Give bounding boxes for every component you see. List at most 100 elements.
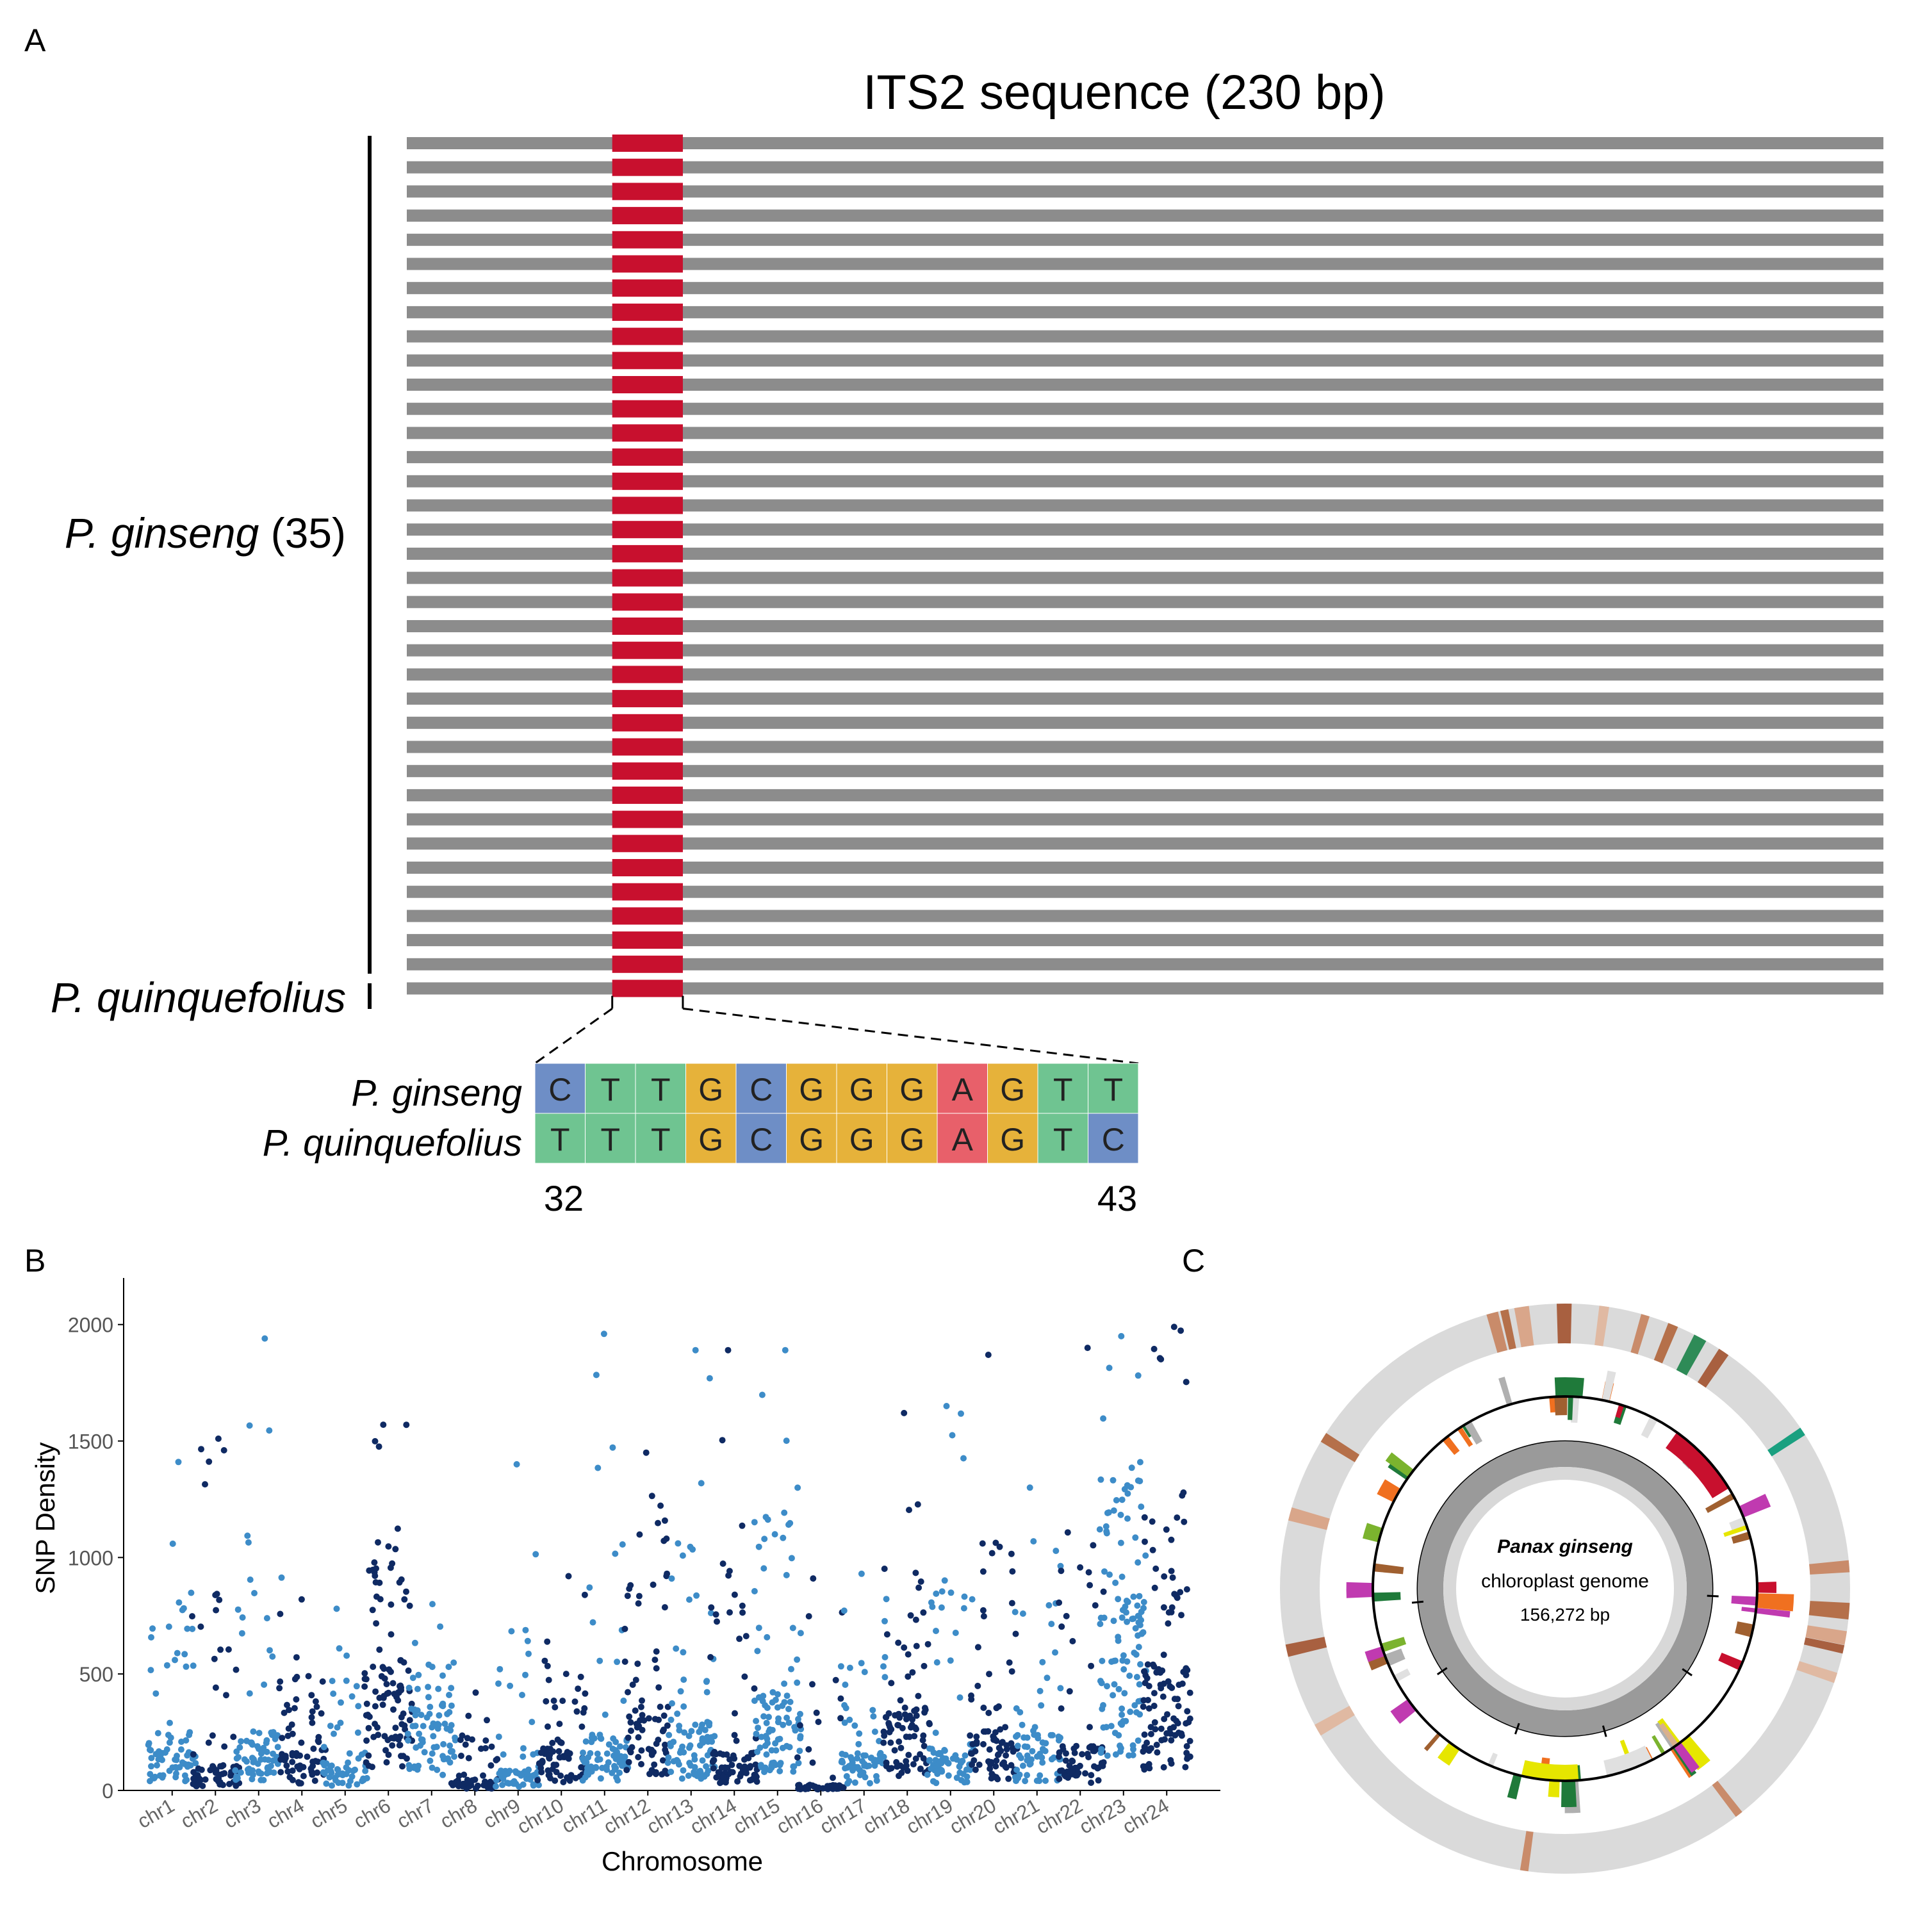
- snp-point: [754, 1648, 761, 1655]
- gene-block: [1377, 1479, 1401, 1503]
- snp-point: [369, 1764, 375, 1771]
- snp-point: [726, 1609, 733, 1616]
- snp-point: [215, 1774, 222, 1781]
- snp-point: [406, 1762, 413, 1769]
- snp-point: [1174, 1696, 1181, 1703]
- snp-point: [775, 1719, 782, 1726]
- variant-region: [612, 303, 683, 321]
- snp-point: [1169, 1574, 1176, 1581]
- snp-point: [907, 1612, 914, 1619]
- snp-point: [673, 1645, 680, 1652]
- snp-point: [1141, 1514, 1148, 1521]
- snp-point: [596, 1731, 603, 1739]
- snp-point: [751, 1685, 758, 1692]
- snp-point: [811, 1783, 818, 1790]
- snp-point: [379, 1701, 386, 1708]
- snp-point: [1158, 1725, 1165, 1732]
- base-cell: [635, 1113, 686, 1164]
- snp-point-peak: [858, 1570, 865, 1577]
- snp-point: [1124, 1618, 1131, 1625]
- snp-point: [707, 1654, 714, 1660]
- snp-point: [737, 1773, 744, 1780]
- gene-block: [1488, 1753, 1498, 1767]
- gene-block: [1731, 1532, 1751, 1544]
- base-cell: [786, 1063, 837, 1114]
- snp-point: [1085, 1569, 1092, 1576]
- snp-point: [980, 1705, 987, 1711]
- snp-point: [851, 1779, 858, 1786]
- snp-point: [1033, 1777, 1040, 1784]
- snp-point: [610, 1735, 617, 1742]
- snp-point: [1092, 1746, 1099, 1753]
- snp-point: [1013, 1766, 1020, 1773]
- snp-point: [338, 1699, 344, 1706]
- ring-band: [1653, 1323, 1678, 1364]
- snp-point: [524, 1771, 531, 1778]
- snp-point: [680, 1767, 687, 1774]
- snp-point: [379, 1664, 386, 1671]
- snp-point: [418, 1712, 425, 1719]
- snp-point: [396, 1742, 403, 1749]
- snp-point: [796, 1722, 803, 1729]
- snp-point: [370, 1664, 377, 1670]
- snp-point: [243, 1737, 250, 1744]
- snp-point: [652, 1715, 659, 1723]
- snp-point: [555, 1748, 562, 1755]
- snp-point-peak: [565, 1573, 572, 1580]
- snp-point: [174, 1650, 181, 1657]
- snp-point: [652, 1657, 659, 1664]
- snp-point: [797, 1785, 804, 1792]
- alignment-grid: C T T G C G G G A G T TT T T G C G G G A G T C: [534, 1063, 1139, 1164]
- snp-point: [354, 1781, 361, 1788]
- base-cell: [735, 1063, 787, 1114]
- snp-point: [832, 1676, 839, 1683]
- snp-point: [637, 1703, 644, 1710]
- snp-point: [650, 1749, 657, 1756]
- snp-point: [392, 1724, 399, 1731]
- snp-point: [404, 1730, 411, 1737]
- snp-point: [289, 1767, 296, 1774]
- snp-point: [461, 1771, 468, 1778]
- base-cell: [1037, 1113, 1088, 1164]
- snp-point: [1044, 1674, 1051, 1682]
- snp-point: [764, 1633, 771, 1641]
- variant-region: [612, 859, 683, 876]
- snp-point: [979, 1540, 986, 1547]
- snp-point: [621, 1625, 628, 1632]
- variant-region: [612, 207, 683, 225]
- snp-point: [1178, 1730, 1185, 1737]
- snp-point: [365, 1752, 372, 1759]
- snp-point: [1161, 1736, 1168, 1743]
- snp-point: [553, 1762, 560, 1769]
- snp-point: [1129, 1742, 1136, 1749]
- snp-point: [635, 1592, 643, 1600]
- snp-point: [626, 1713, 633, 1720]
- snp-point: [520, 1781, 527, 1788]
- snp-point: [278, 1574, 285, 1581]
- snp-point: [1184, 1708, 1191, 1715]
- snp-point: [611, 1765, 618, 1772]
- snp-point: [178, 1739, 185, 1745]
- snp-point: [840, 1607, 848, 1614]
- x-tick-label: chr13: [643, 1794, 698, 1838]
- variant-region: [612, 255, 683, 273]
- gene-block: [1731, 1596, 1757, 1606]
- x-tick-label: chr22: [1032, 1794, 1086, 1838]
- snp-point: [747, 1763, 754, 1770]
- snp-point: [993, 1705, 1000, 1712]
- variant-region: [612, 231, 683, 249]
- y-tick-label: 0: [102, 1780, 113, 1803]
- snp-point: [1119, 1573, 1126, 1580]
- snp-point: [842, 1765, 849, 1772]
- snp-point: [421, 1749, 428, 1756]
- snp-point: [787, 1698, 794, 1705]
- snp-point: [169, 1540, 176, 1547]
- snp-point: [849, 1759, 856, 1766]
- snp-point: [912, 1616, 919, 1623]
- snp-point: [484, 1717, 490, 1724]
- snp-point: [582, 1738, 589, 1745]
- snp-point: [913, 1642, 920, 1650]
- snp-point: [1088, 1780, 1095, 1786]
- snp-point: [753, 1730, 760, 1737]
- snp-point: [1186, 1689, 1193, 1696]
